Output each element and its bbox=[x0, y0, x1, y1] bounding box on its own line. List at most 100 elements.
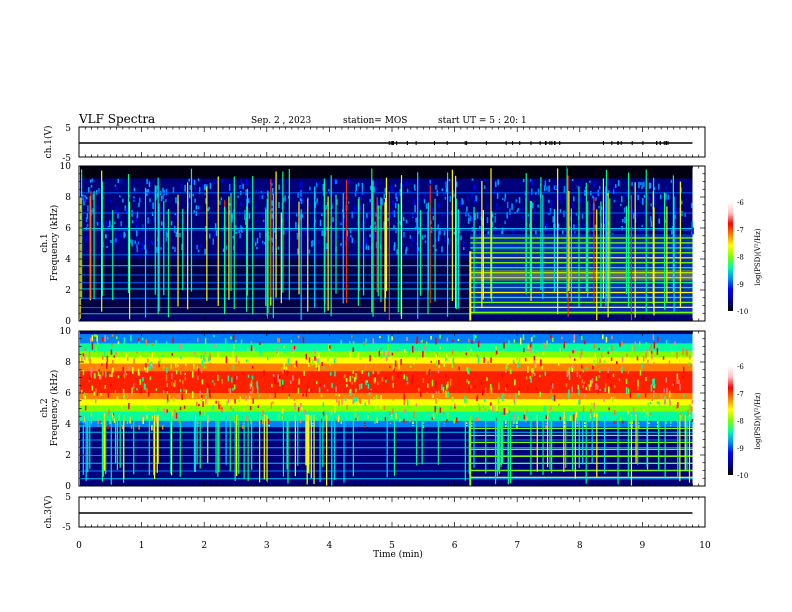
noise-cell bbox=[608, 386, 610, 394]
noise-cell bbox=[364, 422, 366, 428]
sferic-spike bbox=[85, 414, 87, 482]
noise-cell bbox=[446, 381, 449, 388]
noise-cell bbox=[90, 416, 93, 424]
sferic-spike bbox=[602, 178, 605, 299]
noise-cell bbox=[137, 368, 140, 376]
sferic-spike bbox=[217, 176, 219, 306]
noise-cell bbox=[96, 222, 99, 226]
noise-cell bbox=[230, 336, 232, 340]
noise-cell bbox=[179, 406, 182, 411]
noise-cell bbox=[665, 193, 667, 200]
noise-cell bbox=[242, 408, 245, 412]
noise-cell bbox=[160, 195, 163, 202]
noise-cell bbox=[240, 339, 243, 345]
noise-cell bbox=[340, 222, 342, 226]
noise-cell bbox=[618, 378, 621, 382]
noise-cell bbox=[665, 340, 668, 343]
noise-cell bbox=[531, 180, 533, 187]
noise-cell bbox=[209, 362, 212, 370]
noise-cell bbox=[123, 373, 126, 378]
noise-cell bbox=[607, 351, 609, 355]
noise-cell bbox=[111, 343, 113, 347]
noise-cell bbox=[219, 206, 221, 211]
sferic-spike bbox=[252, 175, 254, 315]
noise-cell bbox=[523, 347, 525, 353]
noise-cell bbox=[293, 346, 296, 350]
noise-cell bbox=[423, 345, 425, 351]
sferic-spike bbox=[627, 172, 630, 307]
noise-cell bbox=[151, 241, 154, 246]
noise-cell bbox=[435, 237, 437, 243]
ch2-colorbar-label: log(PSD)(V²/Hz) bbox=[754, 392, 762, 449]
noise-cell bbox=[270, 402, 273, 409]
noise-cell bbox=[131, 387, 133, 394]
noise-cell bbox=[550, 202, 553, 209]
noise-cell bbox=[378, 350, 381, 357]
sferic-spike bbox=[193, 414, 196, 472]
station-label: station= MOS bbox=[343, 116, 407, 126]
sferic-spike bbox=[434, 198, 436, 302]
noise-cell bbox=[422, 422, 425, 429]
noise-cell bbox=[443, 192, 445, 197]
noise-cell bbox=[691, 406, 693, 413]
noise-cell bbox=[583, 340, 586, 345]
noise-cell bbox=[491, 221, 494, 228]
ch1-spec-ylabel-frequency: Frequency (kHz) bbox=[49, 205, 60, 282]
sferic-spike bbox=[587, 201, 589, 298]
noise-cell bbox=[475, 195, 477, 202]
noise-cell bbox=[319, 358, 321, 362]
noise-cell bbox=[626, 353, 628, 358]
noise-cell bbox=[172, 397, 175, 402]
noise-cell bbox=[397, 372, 400, 379]
noise-cell bbox=[547, 410, 549, 417]
noise-cell bbox=[394, 220, 396, 223]
noise-cell bbox=[548, 185, 550, 192]
noise-cell bbox=[208, 384, 210, 388]
noise-cell bbox=[480, 382, 483, 386]
noise-cell bbox=[451, 339, 454, 342]
noise-cell bbox=[676, 373, 679, 380]
noise-cell bbox=[353, 205, 356, 213]
noise-cell bbox=[129, 416, 131, 424]
noise-cell bbox=[641, 186, 643, 189]
noise-cell bbox=[267, 231, 270, 235]
noise-cell bbox=[109, 200, 112, 203]
noise-cell bbox=[189, 185, 191, 191]
noise-cell bbox=[146, 179, 148, 185]
noise-cell bbox=[688, 362, 691, 367]
noise-cell bbox=[665, 342, 668, 349]
noise-cell bbox=[608, 347, 610, 351]
noise-cell bbox=[98, 188, 100, 192]
noise-cell bbox=[277, 337, 279, 343]
noise-cell bbox=[496, 192, 499, 199]
noise-cell bbox=[471, 226, 473, 232]
noise-cell bbox=[162, 365, 165, 369]
noise-cell bbox=[195, 401, 198, 407]
noise-cell bbox=[346, 384, 348, 387]
sferic-spike bbox=[223, 206, 226, 315]
noise-cell bbox=[170, 220, 173, 226]
noise-cell bbox=[218, 404, 220, 410]
noise-cell bbox=[612, 396, 615, 400]
noise-cell bbox=[373, 186, 376, 193]
noise-cell bbox=[376, 187, 378, 191]
sferic-spike bbox=[157, 414, 159, 464]
noise-cell bbox=[111, 371, 113, 377]
noise-cell bbox=[587, 384, 590, 387]
noise-cell bbox=[240, 186, 242, 189]
noise-cell bbox=[278, 338, 281, 343]
noise-cell bbox=[390, 356, 393, 362]
sferic-spike bbox=[93, 191, 95, 300]
noise-cell bbox=[251, 365, 254, 369]
noise-cell bbox=[676, 351, 678, 359]
noise-cell bbox=[594, 224, 597, 231]
noise-cell bbox=[682, 375, 684, 379]
noise-cell bbox=[265, 203, 268, 209]
noise-cell bbox=[403, 399, 406, 406]
noise-cell bbox=[162, 197, 164, 201]
post-event-line bbox=[470, 306, 693, 309]
noise-cell bbox=[407, 357, 409, 360]
noise-cell bbox=[532, 349, 534, 354]
noise-cell bbox=[423, 199, 426, 204]
y-tick-label: 6 bbox=[65, 389, 71, 399]
